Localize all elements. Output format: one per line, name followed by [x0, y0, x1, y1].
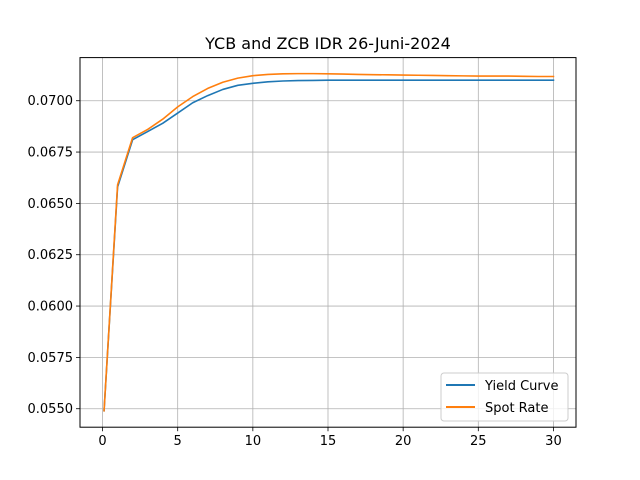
x-tick-label: 10 [245, 434, 262, 449]
y-tick-label: 0.0550 [28, 402, 74, 417]
series-layer [103, 72, 555, 412]
chart-title: YCB and ZCB IDR 26-Juni-2024 [204, 34, 451, 53]
x-tick-label: 20 [395, 434, 412, 449]
series-line-spot-rate [103, 72, 555, 412]
x-tick-label: 15 [320, 434, 337, 449]
x-axis-ticks: 0 5 10 15 20 25 30 [98, 427, 562, 449]
y-tick-label: 0.0675 [28, 146, 74, 161]
legend-label-spot-rate: Spot Rate [485, 401, 549, 416]
y-tick-label: 0.0575 [28, 351, 74, 366]
y-tick-label: 0.0650 [28, 197, 74, 212]
x-tick-label: 25 [470, 434, 487, 449]
y-tick-label: 0.0600 [28, 300, 74, 315]
x-tick-label: 30 [545, 434, 562, 449]
legend: Yield Curve Spot Rate [440, 372, 569, 422]
y-tick-label: 0.0700 [28, 94, 74, 109]
y-tick-label: 0.0625 [28, 248, 74, 263]
y-axis-ticks: 0.0550 0.0575 0.0600 0.0625 0.0650 0.0675 0.07… [28, 94, 80, 417]
series-line-yield-curve [103, 79, 555, 412]
grid [80, 57, 576, 428]
legend-label-yield-curve: Yield Curve [484, 379, 558, 394]
x-tick-label: 5 [174, 434, 182, 449]
x-tick-label: 0 [98, 434, 106, 449]
